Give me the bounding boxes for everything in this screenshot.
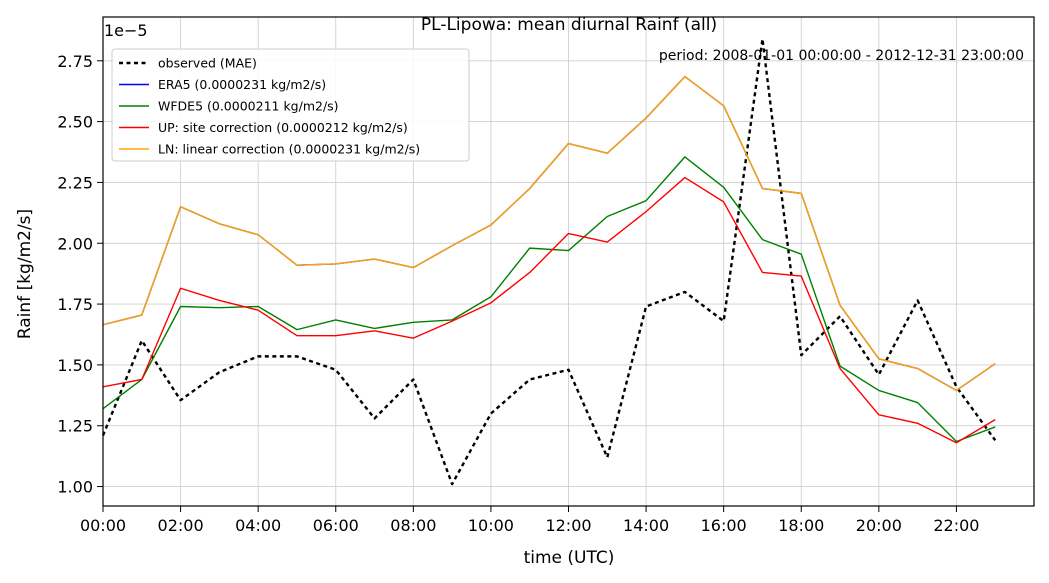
y-tick-label: 1.25: [57, 417, 93, 436]
x-tick-label: 22:00: [933, 516, 979, 535]
period-annotation: period: 2008-01-01 00:00:00 - 2012-12-31…: [659, 48, 1024, 64]
x-tick-label: 12:00: [545, 516, 591, 535]
legend-label-1: ERA5 (0.0000231 kg/m2/s): [158, 77, 326, 92]
x-tick-label: 00:00: [80, 516, 126, 535]
x-axis-label: time (UTC): [524, 548, 615, 568]
y-tick-label: 1.00: [57, 478, 93, 497]
chart-title: PL-Lipowa: mean diurnal Rainf (all): [421, 15, 717, 35]
series-line-4: [102, 75, 996, 392]
legend-label-0: observed (MAE): [158, 56, 257, 71]
y-tick-label: 1.75: [57, 295, 93, 314]
axis-ticks: 00:00 02:00 04:00 06:00 08:00 10:00 12:00 14:00…: [57, 52, 979, 535]
legend: observed (MAE) ERA5 (0.0000231 kg/m2/s) WF…: [111, 48, 470, 162]
y-axis-label: Rainf [kg/m2/s]: [15, 209, 35, 339]
y-tick-label: 2.25: [57, 173, 93, 192]
x-tick-label: 16:00: [701, 516, 747, 535]
legend-label-2: WFDE5 (0.0000211 kg/m2/s): [158, 99, 339, 114]
y-scale-label: 1e−5: [104, 21, 148, 40]
y-tick-label: 2.50: [57, 113, 93, 132]
series-line-3: [102, 176, 996, 444]
legend-box: [111, 48, 470, 162]
y-tick-label: 2.00: [57, 234, 93, 253]
series-group: [101, 37, 997, 486]
x-tick-label: 10:00: [468, 516, 514, 535]
x-tick-label: 14:00: [623, 516, 669, 535]
y-tick-label: 1.50: [57, 356, 93, 375]
series-line-0: [101, 37, 997, 486]
legend-label-4: LN: linear correction (0.0000231 kg/m2/s…: [158, 142, 420, 157]
x-tick-label: 18:00: [778, 516, 824, 535]
x-tick-label: 08:00: [390, 516, 436, 535]
x-tick-label: 04:00: [235, 516, 281, 535]
y-tick-label: 2.75: [57, 52, 93, 71]
series-line-2: [102, 156, 996, 443]
x-tick-label: 02:00: [158, 516, 204, 535]
legend-label-3: UP: site correction (0.0000212 kg/m2/s): [158, 120, 408, 135]
x-tick-label: 06:00: [313, 516, 359, 535]
x-tick-label: 20:00: [856, 516, 902, 535]
